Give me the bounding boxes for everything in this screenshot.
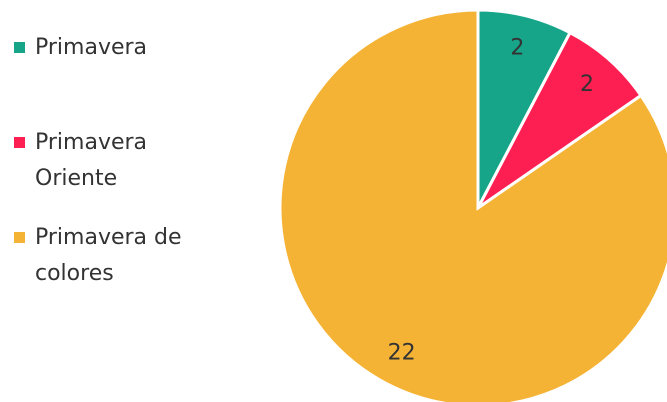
legend-swatch: [14, 232, 25, 243]
legend-label: Primavera de colores: [35, 225, 182, 286]
legend-swatch: [14, 42, 25, 53]
data-label: 2: [580, 72, 594, 97]
data-label: 22: [388, 341, 416, 366]
legend-label: Primavera Oriente: [35, 130, 148, 191]
legend-item: Primavera Oriente: [14, 125, 214, 197]
legend-item: Primavera: [14, 30, 214, 66]
data-label: 2: [510, 35, 524, 60]
legend-item: Primavera de colores: [14, 220, 214, 292]
legend-swatch: [14, 137, 25, 148]
pie-slice: [476, 8, 573, 209]
pie-slice: [278, 8, 667, 402]
legend-label: Primavera: [35, 35, 148, 60]
pie-slice: [476, 30, 644, 210]
